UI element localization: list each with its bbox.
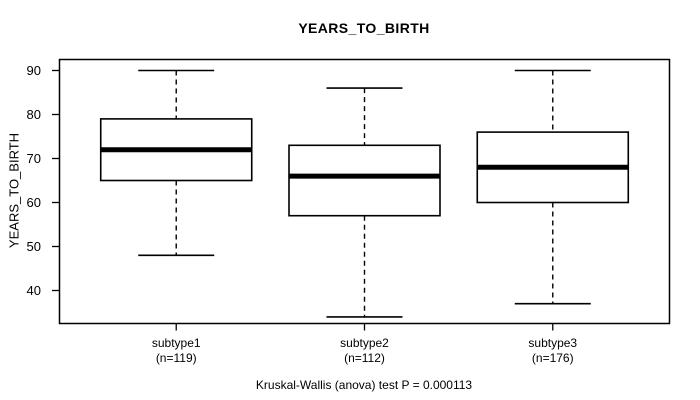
y-tick-label: 70 [26, 150, 41, 166]
group-count-label: (n=176) [531, 351, 574, 365]
y-tick-label: 40 [26, 282, 41, 298]
group-count-label: (n=112) [344, 351, 385, 365]
group-name-label: subtype1 [151, 336, 201, 350]
y-tick-label: 60 [26, 194, 41, 210]
chart-title: YEARS_TO_BIRTH [298, 20, 430, 36]
iqr-box [288, 144, 441, 217]
x-group-label: subtype3 (n=176) [483, 336, 623, 366]
group-count-label: (n=119) [155, 351, 197, 365]
x-group-label: subtype1 (n=119) [106, 336, 246, 366]
group-name-label: subtype3 [528, 336, 578, 350]
kruskal-wallis-caption: Kruskal-Wallis (anova) test P = 0.000113 [255, 378, 473, 392]
y-tick-label: 90 [26, 62, 41, 78]
group-name-label: subtype2 [340, 336, 389, 350]
y-tick-label: 80 [26, 106, 41, 122]
x-group-label: subtype2 (n=112) [295, 336, 435, 366]
y-tick-label: 50 [26, 238, 41, 254]
